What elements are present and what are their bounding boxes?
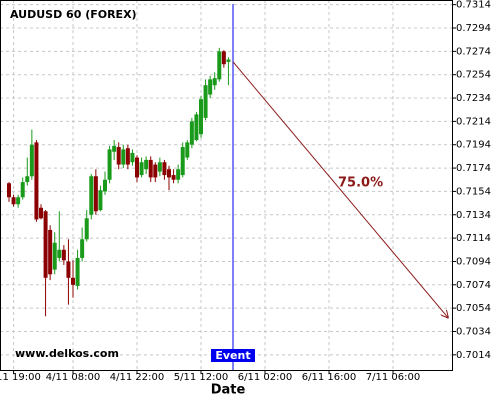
candle-body — [25, 176, 30, 183]
x-tick-label: 5/11 12:00 — [174, 372, 228, 383]
candle-body — [135, 157, 139, 178]
candle-body — [199, 99, 203, 135]
y-tick-label: 0.7014 — [456, 350, 491, 361]
candle-body — [7, 183, 11, 198]
y-tick-label: 0.7154 — [456, 186, 491, 197]
candle-body — [130, 152, 135, 163]
watermark: www.delkos.com — [15, 347, 119, 360]
x-tick-label: 3/11 19:00 — [0, 372, 41, 383]
y-tick-label: 0.7314 — [456, 0, 491, 11]
x-tick-label: 4/11 08:00 — [46, 372, 100, 383]
candle-body — [57, 249, 62, 258]
candle-body — [11, 197, 16, 205]
candle-body — [112, 145, 117, 152]
candle-body — [89, 176, 94, 215]
candle-body — [203, 85, 208, 118]
y-tick-label: 0.7114 — [456, 233, 491, 244]
candle-body — [180, 147, 185, 176]
candle-body — [221, 51, 226, 65]
candle-body — [71, 277, 75, 285]
candle-body — [153, 164, 158, 178]
candle-body — [148, 159, 153, 178]
candle-body — [34, 142, 39, 220]
y-tick-label: 0.7034 — [456, 326, 491, 337]
candle-body — [116, 147, 121, 165]
x-tick-label: 7/11 06:00 — [366, 372, 420, 383]
candle-body — [43, 211, 48, 278]
y-tick-label: 0.7274 — [456, 46, 491, 57]
candle-body — [194, 114, 199, 141]
candle-body — [167, 169, 171, 178]
y-tick-label: 0.7134 — [456, 210, 491, 221]
plot-frame — [0, 0, 453, 371]
candle-body — [185, 142, 190, 158]
candle-body — [176, 169, 181, 180]
y-tick-label: 0.7234 — [456, 93, 491, 104]
y-tick-label: 0.7054 — [456, 303, 491, 314]
candle-body — [217, 51, 222, 80]
y-tick-label: 0.7254 — [456, 70, 491, 81]
candle-body — [139, 162, 144, 176]
candle-body — [171, 175, 176, 180]
x-tick-label: 6/11 02:00 — [238, 372, 292, 383]
y-tick-label: 0.7294 — [456, 23, 491, 34]
candle-body — [75, 257, 80, 286]
y-tick-label: 0.7074 — [456, 280, 491, 291]
candle-body — [16, 197, 21, 205]
candle-body — [125, 148, 130, 165]
event-label-box — [211, 349, 255, 362]
x-tick-label: 6/11 16:00 — [302, 372, 356, 383]
x-tick-label: 4/11 22:00 — [110, 372, 164, 383]
y-tick-label: 0.7194 — [456, 140, 491, 151]
candle-body — [157, 162, 162, 172]
y-tick-label: 0.7094 — [456, 256, 491, 267]
candle-body — [98, 190, 103, 211]
candle-body — [80, 239, 85, 258]
candle-body — [212, 78, 217, 86]
candle-body — [66, 261, 71, 278]
candle-body — [20, 182, 25, 198]
candle-body — [29, 144, 34, 177]
candle-body — [103, 179, 107, 192]
candle-body — [107, 149, 112, 180]
x-axis-title: Date — [211, 383, 246, 398]
candle-body — [144, 159, 149, 170]
candle-body — [208, 79, 213, 95]
candle-body — [162, 162, 167, 176]
candle-body — [39, 207, 43, 219]
y-tick-label: 0.7214 — [456, 116, 491, 127]
candle-body — [189, 121, 194, 145]
candle-body — [121, 149, 126, 165]
candle-body — [48, 229, 53, 275]
candle-body — [61, 249, 66, 261]
chart-title: AUDUSD 60 (FOREX) — [10, 8, 137, 21]
candle-body — [93, 176, 98, 212]
event-label: Event — [215, 349, 250, 362]
candle-body — [52, 242, 57, 270]
y-tick-label: 0.7174 — [456, 163, 491, 174]
projection-label: 75.0% — [338, 176, 383, 191]
candle-body — [84, 218, 89, 240]
candle-body — [226, 59, 231, 62]
projection-arrow — [232, 61, 448, 318]
